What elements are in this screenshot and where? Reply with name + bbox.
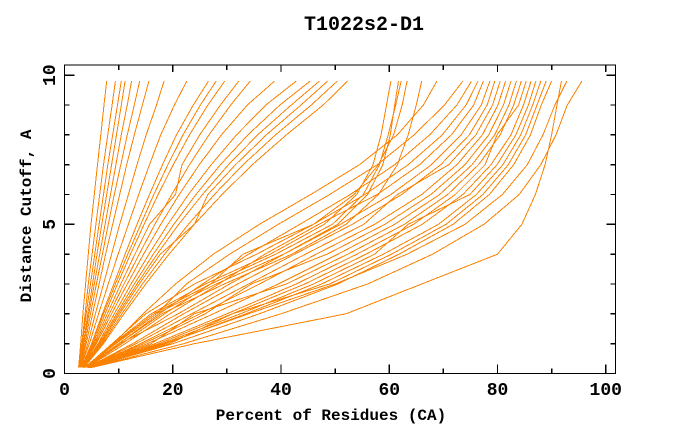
model-curve xyxy=(89,80,547,368)
model-curve xyxy=(89,80,553,368)
model-curve xyxy=(81,80,240,368)
x-axis-label: Percent of Residues (CA) xyxy=(216,407,446,425)
model-curve xyxy=(86,80,496,368)
model-curve xyxy=(79,81,133,368)
x-tick-label: 0 xyxy=(59,381,70,401)
model-curve xyxy=(81,80,226,368)
model-curve xyxy=(85,80,472,368)
x-tick-label: 100 xyxy=(590,381,622,401)
model-curve xyxy=(89,80,537,368)
model-curves xyxy=(78,80,583,368)
model-curve xyxy=(80,80,165,368)
y-tick-label: 10 xyxy=(41,64,61,86)
axes xyxy=(63,64,617,375)
model-curve xyxy=(80,80,217,368)
model-curve xyxy=(90,80,568,368)
model-curve xyxy=(87,80,507,368)
model-curve xyxy=(78,81,108,368)
model-curve xyxy=(83,80,348,368)
model-curve xyxy=(82,80,320,368)
x-tick-label: 60 xyxy=(378,381,400,401)
chart-title: T1022s2-D1 xyxy=(304,14,424,37)
x-tick-label: 20 xyxy=(162,381,184,401)
model-curve xyxy=(78,81,116,368)
x-tick-label: 40 xyxy=(270,381,292,401)
model-curve xyxy=(86,80,501,368)
y-tick-label: 0 xyxy=(41,368,61,379)
model-curve xyxy=(86,80,491,368)
x-tick-label: 80 xyxy=(487,381,509,401)
model-curve xyxy=(85,80,438,368)
model-curve xyxy=(87,80,512,368)
y-axis-label: Distance Cutoff, A xyxy=(18,129,36,302)
model-curve xyxy=(85,80,479,368)
model-curve xyxy=(79,80,141,368)
model-curve xyxy=(81,80,275,368)
model-curve xyxy=(91,81,562,368)
tick-labels: 0 20 40 60 80 100 0 5 10 xyxy=(41,64,622,401)
model-curve xyxy=(80,80,209,368)
model-curve xyxy=(82,80,311,368)
model-curve xyxy=(80,80,188,368)
model-curve xyxy=(88,80,517,368)
model-curve xyxy=(86,80,484,368)
model-curve xyxy=(83,80,338,368)
model-curve xyxy=(84,80,423,368)
model-curve xyxy=(79,80,150,368)
y-tick-label: 5 xyxy=(41,219,61,230)
model-curve xyxy=(82,80,297,368)
model-curve xyxy=(84,81,392,368)
model-curve xyxy=(85,80,464,368)
model-curve xyxy=(88,80,527,368)
model-curve xyxy=(78,81,122,368)
model-curve xyxy=(85,80,402,368)
plot-box xyxy=(63,64,617,375)
model-curve xyxy=(81,80,251,368)
model-curve xyxy=(79,81,126,368)
model-curve xyxy=(88,80,532,368)
model-curve xyxy=(90,80,583,368)
